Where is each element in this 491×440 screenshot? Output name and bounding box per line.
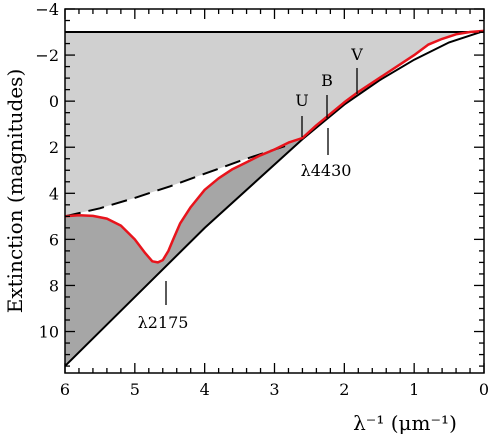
- x-tick-label: 2: [339, 380, 349, 399]
- dark-shaded-region: [65, 138, 303, 367]
- y-tick-label: 0: [49, 92, 59, 111]
- annotation-label: V: [350, 45, 363, 64]
- x-tick-label: 4: [200, 380, 210, 399]
- y-tick-label: −4: [35, 0, 59, 19]
- x-tick-label: 0: [479, 380, 489, 399]
- diagonal-line: [64, 29, 485, 367]
- curve-lines: [64, 29, 485, 367]
- extinction-curve: [64, 29, 485, 264]
- annotation-label: B: [321, 71, 333, 90]
- x-tick-label: 1: [409, 380, 419, 399]
- y-tick-label: 4: [49, 184, 59, 203]
- annotations: λ2175 λ4430 UBV: [138, 45, 364, 332]
- y-axis-title: Extinction (magnitudes): [3, 69, 27, 314]
- annotation-label: λ4430: [301, 161, 352, 180]
- x-tick-label: 5: [130, 380, 140, 399]
- y-tick-label: 8: [49, 276, 59, 295]
- x-axis-title: λ⁻¹ (μm⁻¹): [353, 411, 457, 435]
- y-tick-label: 2: [49, 138, 59, 157]
- y-tick-label: −2: [35, 46, 59, 65]
- dashed-envelope-line: [64, 145, 286, 218]
- y-tick-label: 6: [49, 230, 59, 249]
- annotation-label: λ2175: [138, 313, 189, 332]
- x-tick-label: 6: [60, 380, 70, 399]
- light-shaded-region: [65, 30, 484, 217]
- x-tick-label: 3: [269, 380, 279, 399]
- shaded-regions: [65, 30, 484, 367]
- annotation-label: U: [295, 91, 308, 110]
- y-tick-label: 10: [39, 323, 59, 342]
